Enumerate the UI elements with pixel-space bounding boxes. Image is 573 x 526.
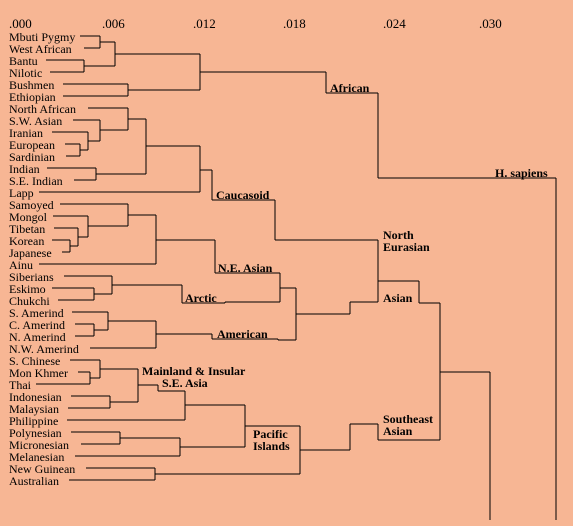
dendrogram-tree — [0, 0, 573, 526]
